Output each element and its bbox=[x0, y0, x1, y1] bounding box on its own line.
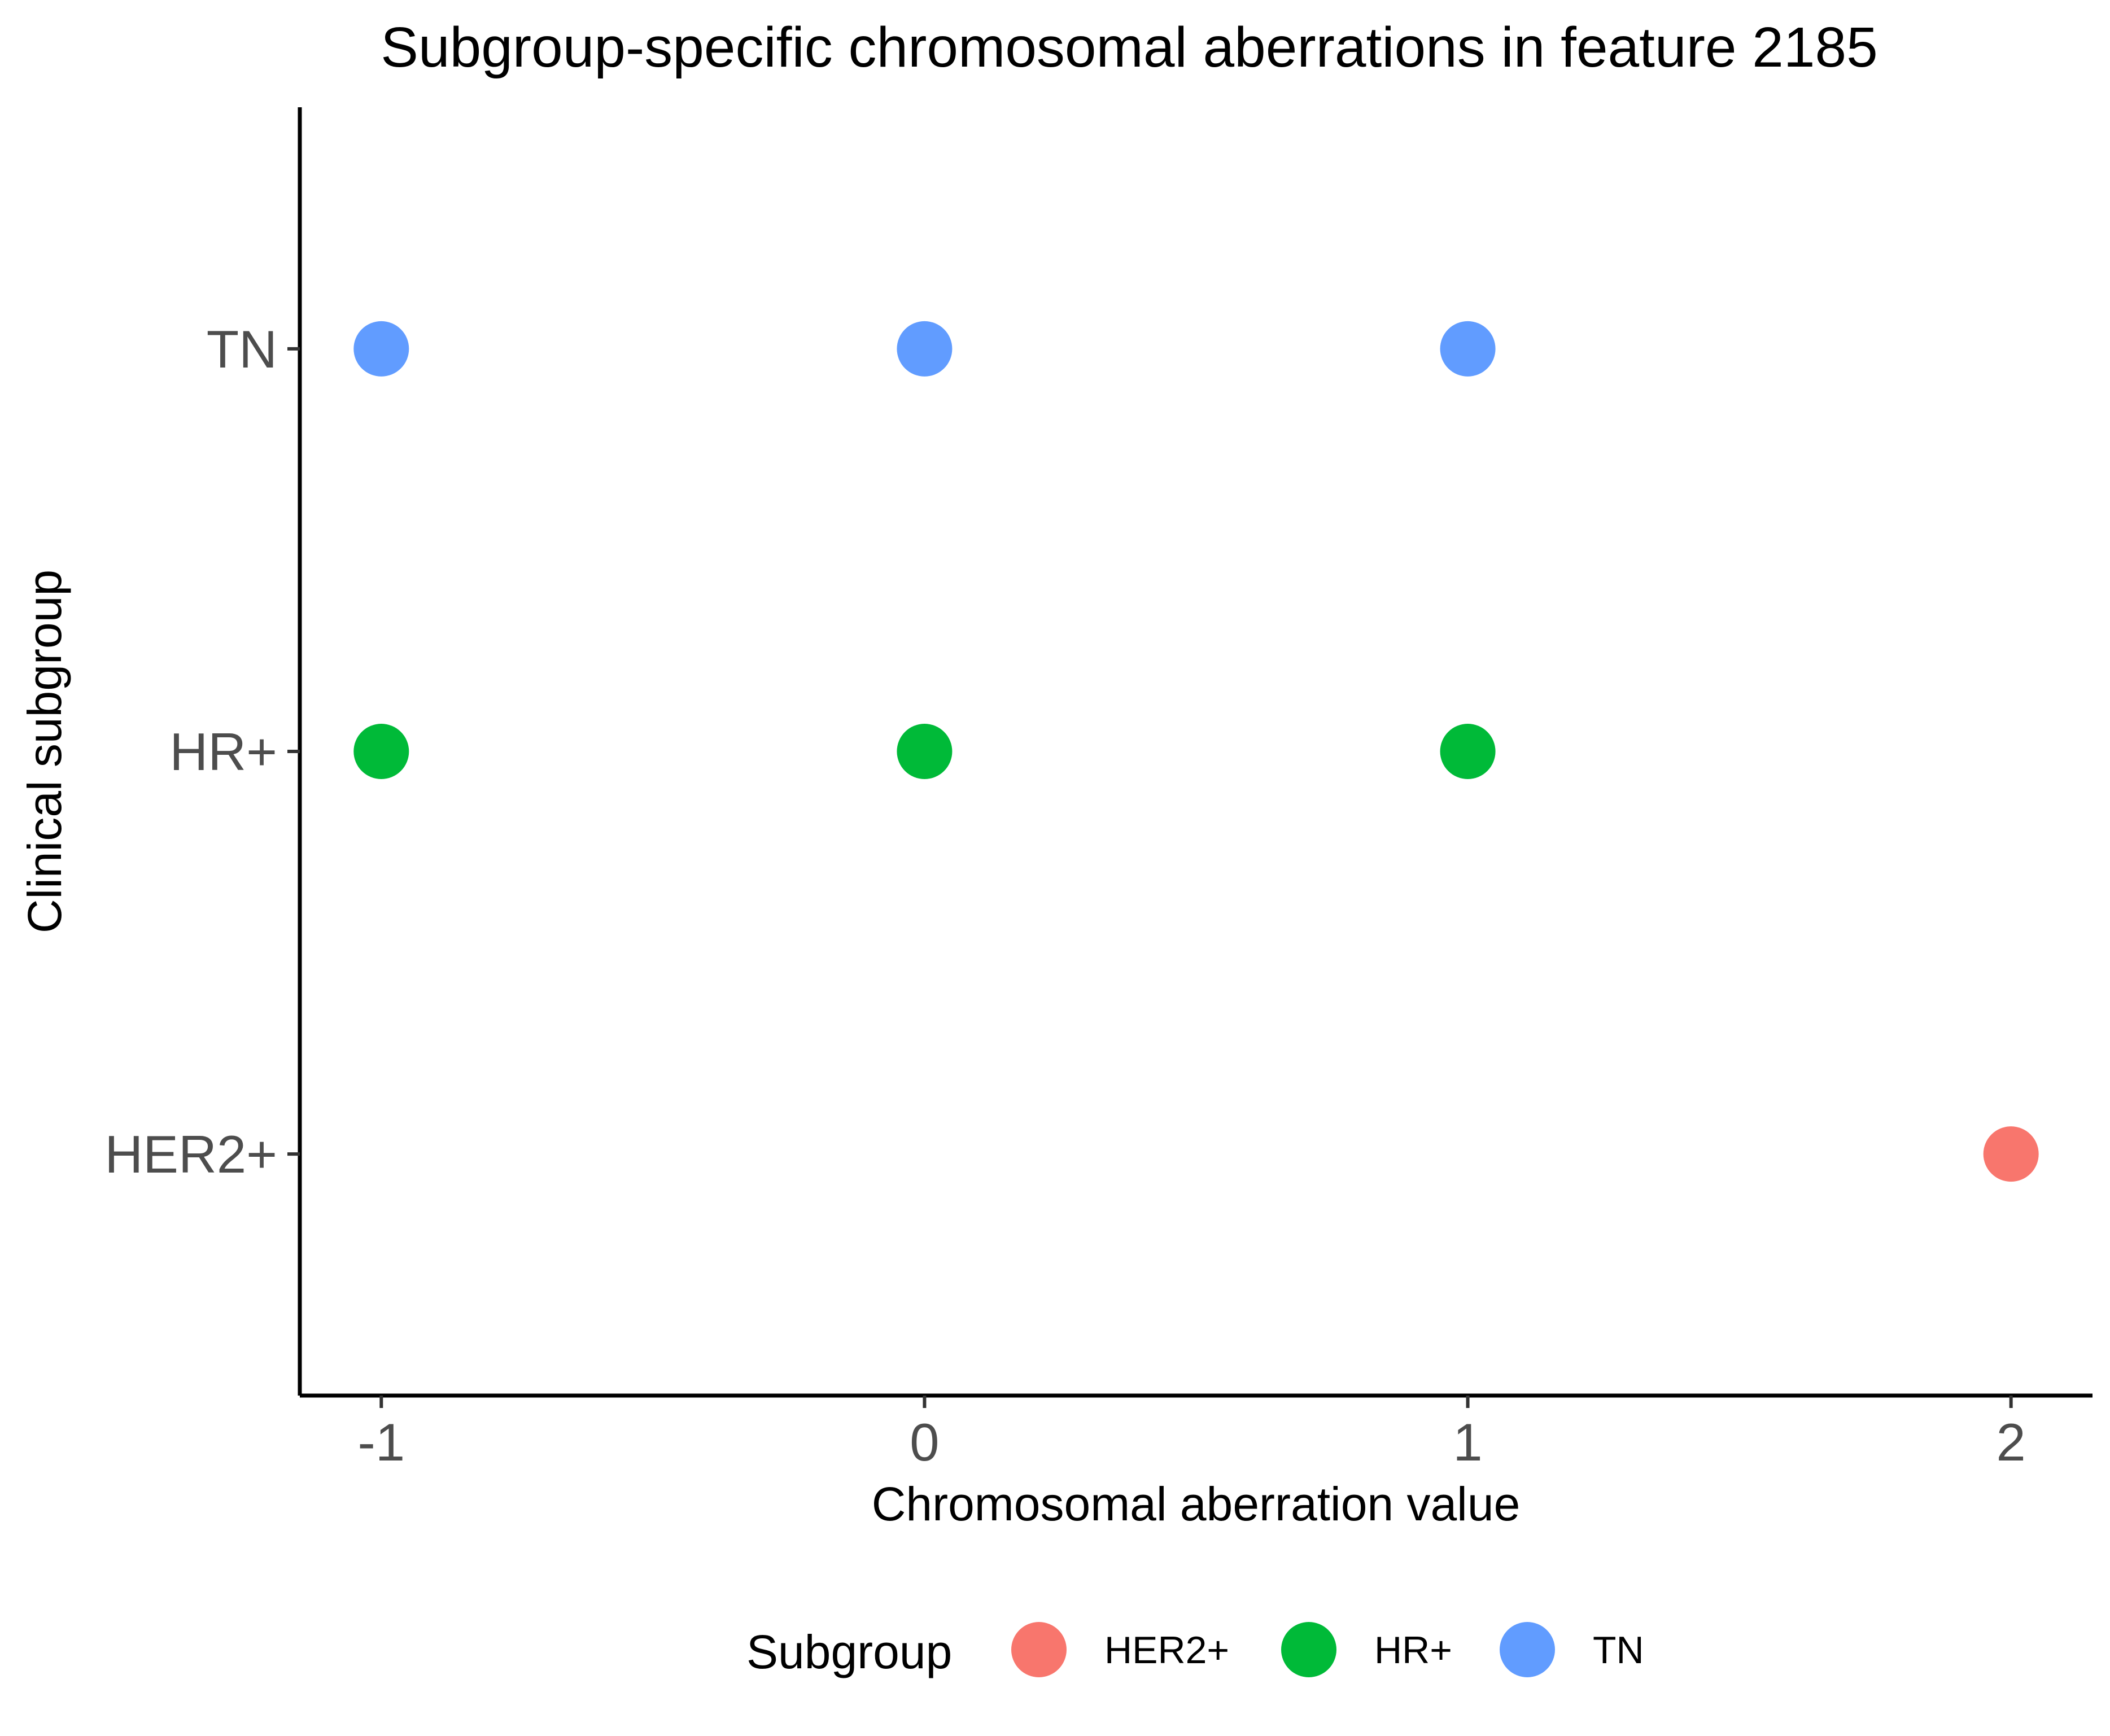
chart-title: Subgroup-specific chromosomal aberration… bbox=[381, 16, 1877, 79]
x-axis-ticks: -1 0 1 2 bbox=[358, 1396, 2026, 1472]
y-tick-label: HER2+ bbox=[104, 1125, 277, 1184]
y-tick-label: HR+ bbox=[169, 722, 277, 781]
x-tick-label: -1 bbox=[358, 1413, 405, 1472]
x-axis-title: Chromosomal aberration value bbox=[872, 1477, 1521, 1531]
legend-label: HER2+ bbox=[1104, 1629, 1229, 1672]
x-tick-label: 0 bbox=[910, 1413, 939, 1472]
data-point bbox=[353, 321, 409, 377]
data-point bbox=[1440, 724, 1496, 779]
legend: Subgroup HER2+ HR+ TN bbox=[746, 1622, 1644, 1678]
data-point bbox=[897, 321, 953, 377]
data-point bbox=[1983, 1126, 2039, 1182]
data-point bbox=[897, 724, 953, 779]
y-tick-label: TN bbox=[207, 320, 277, 379]
x-tick-label: 1 bbox=[1453, 1413, 1482, 1472]
legend-key bbox=[1281, 1622, 1336, 1677]
data-points bbox=[353, 321, 2039, 1182]
legend-title: Subgroup bbox=[746, 1625, 952, 1678]
legend-items: HER2+ HR+ TN bbox=[1011, 1622, 1644, 1677]
legend-key bbox=[1500, 1622, 1555, 1677]
x-tick-label: 2 bbox=[1997, 1413, 2026, 1472]
legend-label: TN bbox=[1593, 1629, 1644, 1672]
legend-key bbox=[1011, 1622, 1067, 1677]
legend-label: HR+ bbox=[1374, 1629, 1452, 1672]
y-axis-ticks: HER2+ HR+ TN bbox=[104, 320, 300, 1184]
data-point bbox=[353, 724, 409, 779]
y-axis-title: Clinical subgroup bbox=[18, 570, 71, 933]
data-point bbox=[1440, 321, 1496, 377]
